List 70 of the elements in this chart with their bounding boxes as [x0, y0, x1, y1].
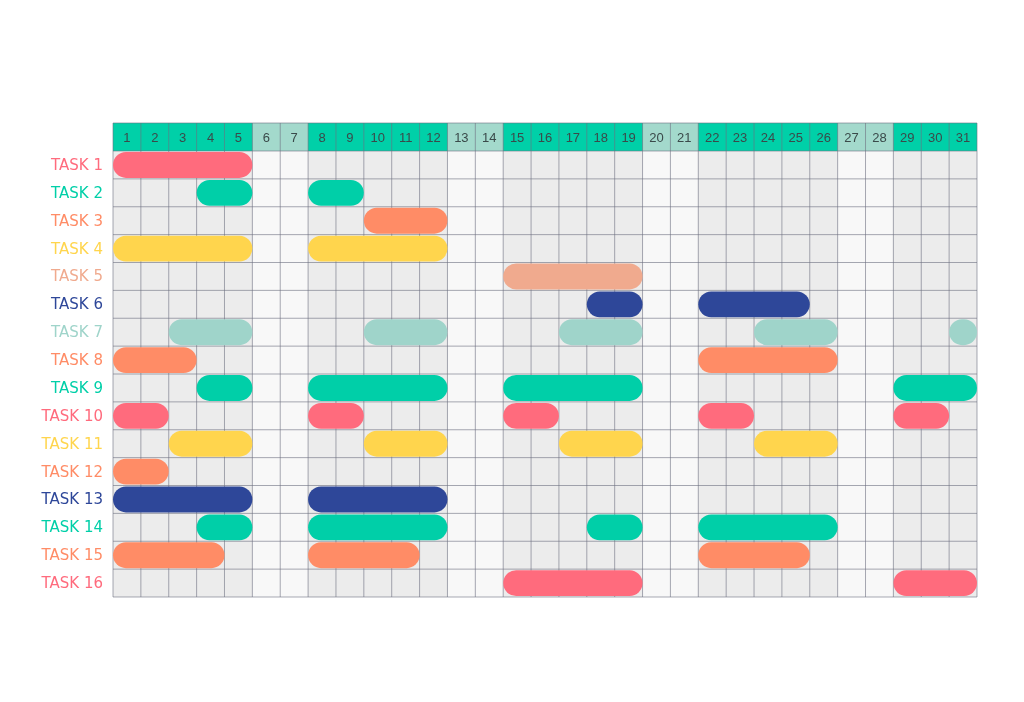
bar: [113, 347, 197, 373]
y-tick-label: TASK 14: [40, 518, 103, 537]
x-tick-label: 17: [565, 130, 581, 145]
y-tick-label: TASK 12: [40, 462, 103, 481]
y-tick-label: TASK 6: [50, 295, 103, 314]
x-tick-label: 25: [788, 130, 804, 145]
bar: [308, 486, 448, 513]
x-tick-label: 21: [677, 130, 692, 145]
x-tick-label: 7: [290, 130, 298, 145]
y-tick-label: TASK 8: [50, 351, 103, 370]
x-tick-label: 19: [621, 130, 636, 145]
bar: [308, 235, 448, 262]
bar: [754, 430, 838, 457]
x-tick-label: 12: [426, 130, 441, 145]
bar: [168, 430, 253, 457]
y-tick-label: TASK 7: [50, 323, 103, 342]
bar: [363, 207, 448, 234]
y-tick-label: TASK 2: [50, 183, 103, 202]
x-tick-label: 26: [816, 130, 831, 145]
x-tick-label: 29: [900, 130, 915, 145]
x-tick-label: 18: [593, 130, 608, 145]
y-tick-label: TASK 5: [50, 267, 103, 286]
bar: [893, 375, 977, 401]
y-tick-label: TASK 9: [50, 378, 103, 397]
y-tick-label: TASK 1: [50, 155, 103, 174]
bar: [503, 375, 643, 401]
x-tick-label: 31: [955, 130, 971, 145]
y-tick-label: TASK 3: [50, 211, 103, 230]
x-tick-label: 2: [151, 130, 159, 145]
x-tick-label: 11: [398, 130, 413, 145]
x-tick-label: 8: [318, 130, 326, 145]
x-tick-label: 10: [370, 130, 386, 145]
x-tick-label: 9: [346, 130, 354, 145]
bar: [113, 542, 225, 569]
x-tick-label: 20: [649, 130, 664, 145]
x-tick-label: 28: [872, 130, 887, 145]
x-tick-label: 3: [179, 130, 187, 145]
bar: [503, 263, 643, 290]
x-tick-label: 14: [482, 130, 497, 145]
y-tick-label: TASK 4: [50, 239, 103, 258]
bar: [308, 179, 364, 206]
x-tick-label: 15: [509, 130, 525, 145]
bar: [113, 486, 253, 513]
x-tick-label: 23: [732, 130, 748, 145]
bar: [363, 430, 448, 457]
bar: [113, 235, 253, 262]
y-tick-label: TASK 15: [40, 546, 103, 565]
x-tick-label: 1: [123, 130, 131, 145]
y-tick-label: TASK 13: [40, 490, 103, 509]
x-tick-label: 30: [927, 130, 943, 145]
x-tick-label: 16: [537, 130, 553, 145]
y-tick-label: TASK 16: [40, 574, 103, 593]
bar: [698, 514, 838, 541]
bar: [893, 402, 950, 429]
y-tick-label: TASK 10: [40, 406, 103, 425]
bar: [698, 291, 810, 318]
x-tick-label: 5: [234, 130, 243, 145]
bar: [586, 291, 643, 318]
x-tick-label: 24: [760, 130, 776, 145]
x-tick-label: 4: [206, 130, 215, 145]
bar: [308, 514, 448, 541]
x-tick-label: 22: [704, 130, 720, 145]
bar: [558, 430, 643, 457]
x-tick-label: 13: [454, 130, 469, 145]
y-tick-label: TASK 11: [40, 434, 103, 453]
bar: [308, 375, 448, 401]
x-tick-label: 27: [844, 130, 859, 145]
bar: [113, 458, 169, 485]
bar: [586, 514, 643, 541]
x-tick-label: 6: [262, 130, 270, 145]
